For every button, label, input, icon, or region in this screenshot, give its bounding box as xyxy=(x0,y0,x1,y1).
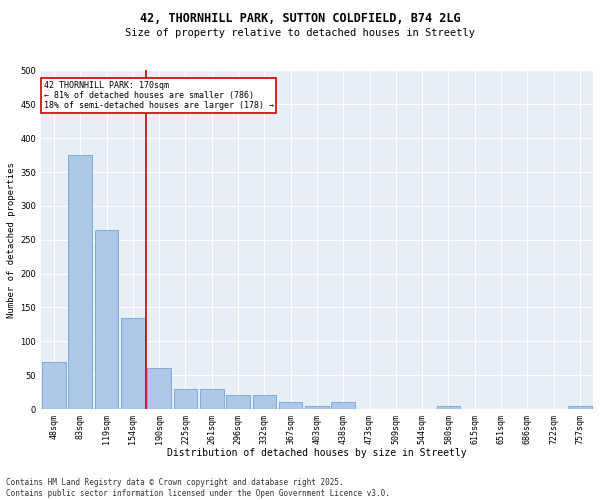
Text: Size of property relative to detached houses in Streetly: Size of property relative to detached ho… xyxy=(125,28,475,38)
Bar xyxy=(173,388,197,409)
Y-axis label: Number of detached properties: Number of detached properties xyxy=(7,162,16,318)
Bar xyxy=(95,230,118,409)
Bar xyxy=(148,368,171,409)
Bar xyxy=(121,318,145,409)
Bar xyxy=(568,406,592,409)
Bar xyxy=(42,362,66,409)
Bar xyxy=(68,155,92,409)
Text: 42 THORNHILL PARK: 170sqm
← 81% of detached houses are smaller (786)
18% of semi: 42 THORNHILL PARK: 170sqm ← 81% of detac… xyxy=(44,80,274,110)
X-axis label: Distribution of detached houses by size in Streetly: Distribution of detached houses by size … xyxy=(167,448,467,458)
Text: 42, THORNHILL PARK, SUTTON COLDFIELD, B74 2LG: 42, THORNHILL PARK, SUTTON COLDFIELD, B7… xyxy=(140,12,460,26)
Bar xyxy=(279,402,302,409)
Text: Contains HM Land Registry data © Crown copyright and database right 2025.
Contai: Contains HM Land Registry data © Crown c… xyxy=(6,478,390,498)
Bar xyxy=(305,406,329,409)
Bar xyxy=(253,396,276,409)
Bar xyxy=(226,396,250,409)
Bar xyxy=(437,406,460,409)
Bar xyxy=(331,402,355,409)
Bar xyxy=(200,388,224,409)
